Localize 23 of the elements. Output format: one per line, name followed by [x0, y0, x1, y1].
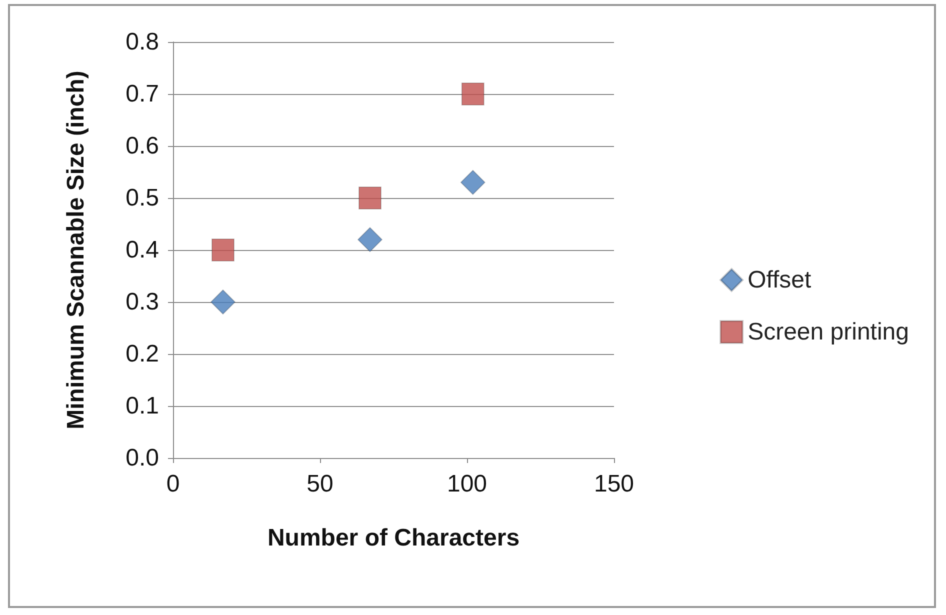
legend-label: Offset — [748, 266, 812, 294]
y-tick-label: 0.7 — [126, 80, 159, 108]
legend-label: Screen printing — [748, 318, 910, 346]
x-tick-label: 50 — [306, 470, 334, 498]
point — [358, 186, 382, 210]
y-tick-label: 0.6 — [126, 132, 159, 160]
x-tick-label: 0 — [166, 470, 180, 498]
y-tick-label: 0.0 — [126, 444, 159, 472]
point — [461, 82, 484, 106]
y-tick-label: 0.2 — [126, 340, 159, 368]
y-tick-label: 0.4 — [126, 236, 159, 264]
y-tick-label: 0.5 — [126, 184, 159, 212]
x-tick-label: 150 — [594, 470, 634, 498]
y-axis-title: Minimum Scannable Size (inch) — [62, 70, 90, 430]
x-tick-label: 100 — [446, 470, 488, 498]
point — [211, 238, 234, 262]
point — [210, 290, 236, 314]
y-tick-label: 0.1 — [126, 392, 159, 420]
point — [357, 227, 382, 252]
y-tick-label: 0.8 — [126, 28, 159, 56]
y-tick-label: 0.3 — [126, 288, 159, 316]
x-axis-title: Number of Characters — [267, 524, 520, 552]
point — [460, 170, 486, 195]
